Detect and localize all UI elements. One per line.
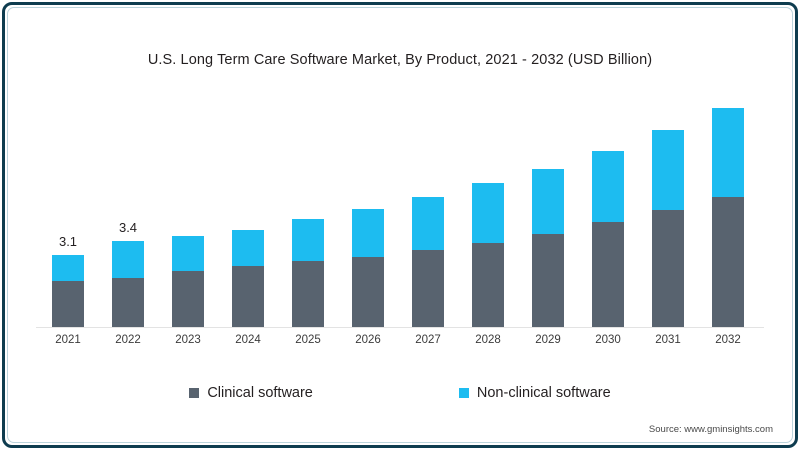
bar-segment-clinical-2025[interactable] [292,261,324,327]
bar-segment-non-clinical-2029[interactable] [532,169,564,234]
bar-segment-non-clinical-2025[interactable] [292,219,324,261]
legend-label-non-clinical-software: Non-clinical software [476,385,611,401]
x-tick-2023: 2023 [175,334,201,346]
legend-item-non-clinical-software[interactable]: Non-clinical software [458,385,611,401]
bar-2028[interactable] [472,183,504,327]
legend-swatch-non-clinical-icon [458,388,469,398]
bar-segment-clinical-2021[interactable] [52,281,84,327]
bar-2026[interactable] [352,209,384,327]
bar-segment-non-clinical-2028[interactable] [472,183,504,243]
bar-2021[interactable]: 3.1 [52,234,84,327]
bar-2029[interactable] [532,169,564,327]
bar-segment-clinical-2030[interactable] [592,222,624,327]
x-tick-2022: 2022 [115,334,141,346]
bar-2023[interactable] [172,236,204,327]
legend-swatch-clinical-icon [189,388,200,398]
bar-segment-clinical-2029[interactable] [532,234,564,327]
legend-item-clinical-software[interactable]: Clinical software [189,385,313,401]
bar-segment-non-clinical-2030[interactable] [592,151,624,222]
x-tick-2030: 2030 [595,334,621,346]
x-axis-line [36,327,764,328]
bar-segment-clinical-2024[interactable] [232,266,264,327]
legend-label-clinical-software: Clinical software [207,385,313,401]
bar-segment-clinical-2032[interactable] [712,197,744,327]
bar-segment-clinical-2031[interactable] [652,210,684,327]
bar-2032[interactable] [712,108,744,327]
x-tick-2029: 2029 [535,334,561,346]
x-tick-2028: 2028 [475,334,501,346]
bar-2024[interactable] [232,230,264,327]
bar-segment-clinical-2023[interactable] [172,271,204,327]
bar-segment-clinical-2022[interactable] [112,278,144,327]
x-tick-2026: 2026 [355,334,381,346]
bar-segment-non-clinical-2021[interactable] [52,255,84,281]
bar-segment-non-clinical-2027[interactable] [412,197,444,250]
chart-legend: Clinical software Non-clinical software [0,385,800,401]
source-note: Source: www.gminsights.com [648,424,773,435]
bar-2025[interactable] [292,219,324,327]
bar-segment-non-clinical-2031[interactable] [652,130,684,210]
bar-2030[interactable] [592,151,624,327]
bar-segment-non-clinical-2023[interactable] [172,236,204,271]
bar-segment-clinical-2028[interactable] [472,243,504,327]
bar-segment-non-clinical-2022[interactable] [112,241,144,278]
x-tick-2024: 2024 [235,334,261,346]
bar-segment-non-clinical-2024[interactable] [232,230,264,266]
bar-2022[interactable]: 3.4 [112,220,144,327]
x-tick-2027: 2027 [415,334,441,346]
plot-area: 3.1 3.4 [36,95,764,328]
bar-2027[interactable] [412,197,444,327]
bar-value-label-2021: 3.1 [58,234,78,249]
x-tick-2021: 2021 [55,334,81,346]
chart-title: U.S. Long Term Care Software Market, By … [147,52,653,68]
x-tick-2031: 2031 [655,334,681,346]
x-tick-2032: 2032 [715,334,741,346]
x-tick-2025: 2025 [295,334,321,346]
bar-value-label-2022: 3.4 [118,220,138,235]
bar-segment-non-clinical-2026[interactable] [352,209,384,257]
bar-2031[interactable] [652,130,684,327]
bar-segment-clinical-2027[interactable] [412,250,444,327]
bar-segment-clinical-2026[interactable] [352,257,384,327]
bar-segment-non-clinical-2032[interactable] [712,108,744,197]
